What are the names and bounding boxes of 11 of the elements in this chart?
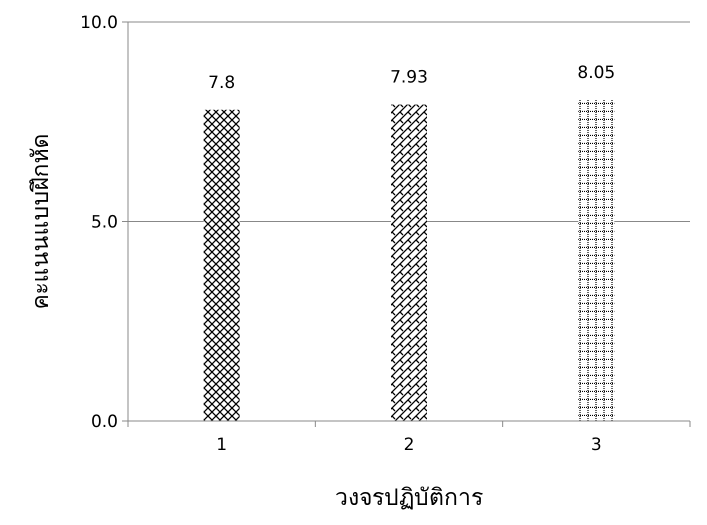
data-label: 7.93 [390,68,428,88]
x-tick-label: 2 [404,435,414,455]
y-tick-label: 10.0 [80,13,118,33]
x-axis-title: วงจรปฏิบัติการ [335,485,483,511]
y-tick-label: 5.0 [90,212,118,232]
data-label: 8.05 [577,62,616,83]
x-tick-label: 3 [590,435,602,455]
data-label: 7.8 [208,72,236,93]
x-tick-label: 1 [216,435,228,455]
y-tick-label: 0.0 [90,412,118,432]
y-axis-title: คะแนนแบบฝึกหัด [28,134,54,310]
